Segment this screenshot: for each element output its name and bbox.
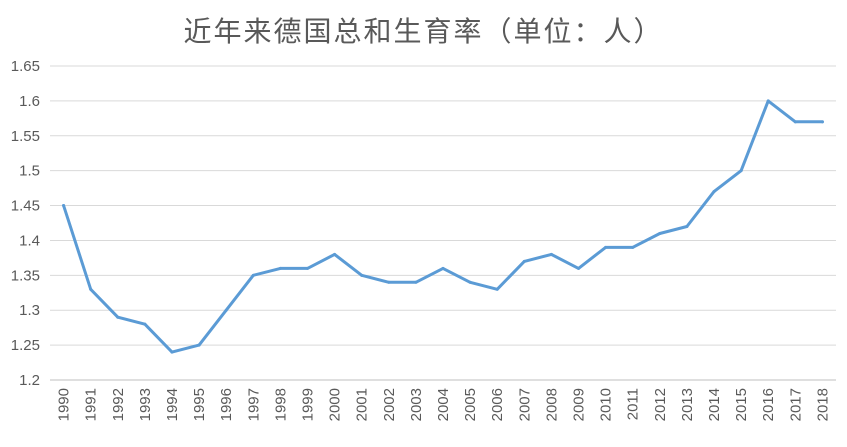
y-tick-label: 1.3: [19, 302, 40, 319]
gridlines: [50, 65, 836, 346]
data-point: [604, 245, 608, 249]
x-tick-label: 2013: [679, 388, 696, 421]
data-point: [62, 204, 66, 208]
x-tick-label: 1997: [245, 388, 262, 421]
data-points: [62, 99, 824, 354]
data-point: [143, 322, 147, 326]
x-tick-label: 2010: [598, 388, 615, 421]
x-tick-label: 1991: [83, 388, 100, 421]
data-point: [305, 266, 309, 270]
x-tick-label: 2011: [625, 388, 642, 420]
data-point: [360, 273, 364, 277]
x-tick-label: 1994: [164, 388, 181, 421]
x-tick-label: 2018: [814, 388, 831, 421]
x-tick-label: 1995: [191, 388, 208, 421]
data-point: [387, 280, 391, 284]
y-axis-tick-labels: 1.2 1.25 1.3 1.35 1.4 1.45 1.5 1.55 1.6 1.65: [11, 58, 40, 389]
y-tick-label: 1.35: [11, 267, 40, 284]
data-point: [224, 308, 228, 312]
x-tick-label: 2016: [760, 388, 777, 421]
data-point: [170, 350, 174, 354]
data-point: [333, 252, 337, 256]
y-tick-label: 1.4: [19, 232, 40, 249]
x-tick-label: 1993: [137, 388, 154, 421]
x-tick-label: 2014: [706, 388, 723, 421]
chart-title: 近年来德国总和生育率（单位：人）: [183, 15, 664, 48]
x-tick-label: 1998: [272, 388, 289, 421]
x-tick-label: 2002: [381, 388, 398, 421]
x-tick-label: 1999: [299, 388, 316, 421]
x-tick-label: 1990: [56, 388, 73, 421]
data-point: [685, 224, 689, 228]
data-point: [522, 259, 526, 263]
series-line: [62, 99, 824, 354]
data-point: [712, 190, 716, 194]
x-tick-label: 2001: [354, 388, 371, 421]
data-point: [820, 120, 824, 124]
x-tick-label: 2017: [787, 388, 804, 421]
data-point: [278, 266, 282, 270]
x-tick-label: 2008: [543, 388, 560, 421]
x-tick-label: 2007: [516, 388, 533, 421]
data-point: [766, 99, 770, 103]
data-point: [495, 287, 499, 291]
data-point: [197, 343, 201, 347]
x-tick-label: 2000: [327, 388, 344, 421]
x-tick-label: 2004: [435, 388, 452, 421]
data-point: [89, 287, 93, 291]
x-tick-label: 2015: [733, 388, 750, 421]
data-point: [631, 245, 635, 249]
data-point: [658, 231, 662, 235]
data-point: [251, 273, 255, 277]
x-tick-label: 2006: [489, 388, 506, 421]
data-point: [549, 252, 553, 256]
y-tick-label: 1.25: [11, 337, 40, 354]
x-tick-label: 2012: [652, 388, 669, 421]
data-point: [414, 280, 418, 284]
data-point: [468, 280, 472, 284]
y-tick-label: 1.6: [19, 93, 40, 110]
x-tick-label: 2005: [462, 388, 479, 421]
data-point: [577, 266, 581, 270]
x-tick-label: 2003: [408, 388, 425, 421]
x-tick-label: 1992: [110, 388, 127, 421]
data-point: [739, 169, 743, 173]
data-point: [116, 315, 120, 319]
x-tick-label: 1996: [218, 388, 235, 421]
data-point: [441, 266, 445, 270]
y-tick-label: 1.5: [19, 163, 40, 180]
y-tick-label: 1.2: [19, 372, 40, 389]
x-tick-label: 2009: [571, 388, 588, 421]
x-axis-tick-labels: 1990 1991 1992 1993 1994 1995 1996 1997 1998 1999…: [56, 388, 832, 421]
y-tick-label: 1.55: [11, 128, 40, 145]
data-point: [793, 120, 797, 124]
y-tick-label: 1.65: [11, 58, 40, 75]
y-tick-label: 1.45: [11, 198, 40, 215]
